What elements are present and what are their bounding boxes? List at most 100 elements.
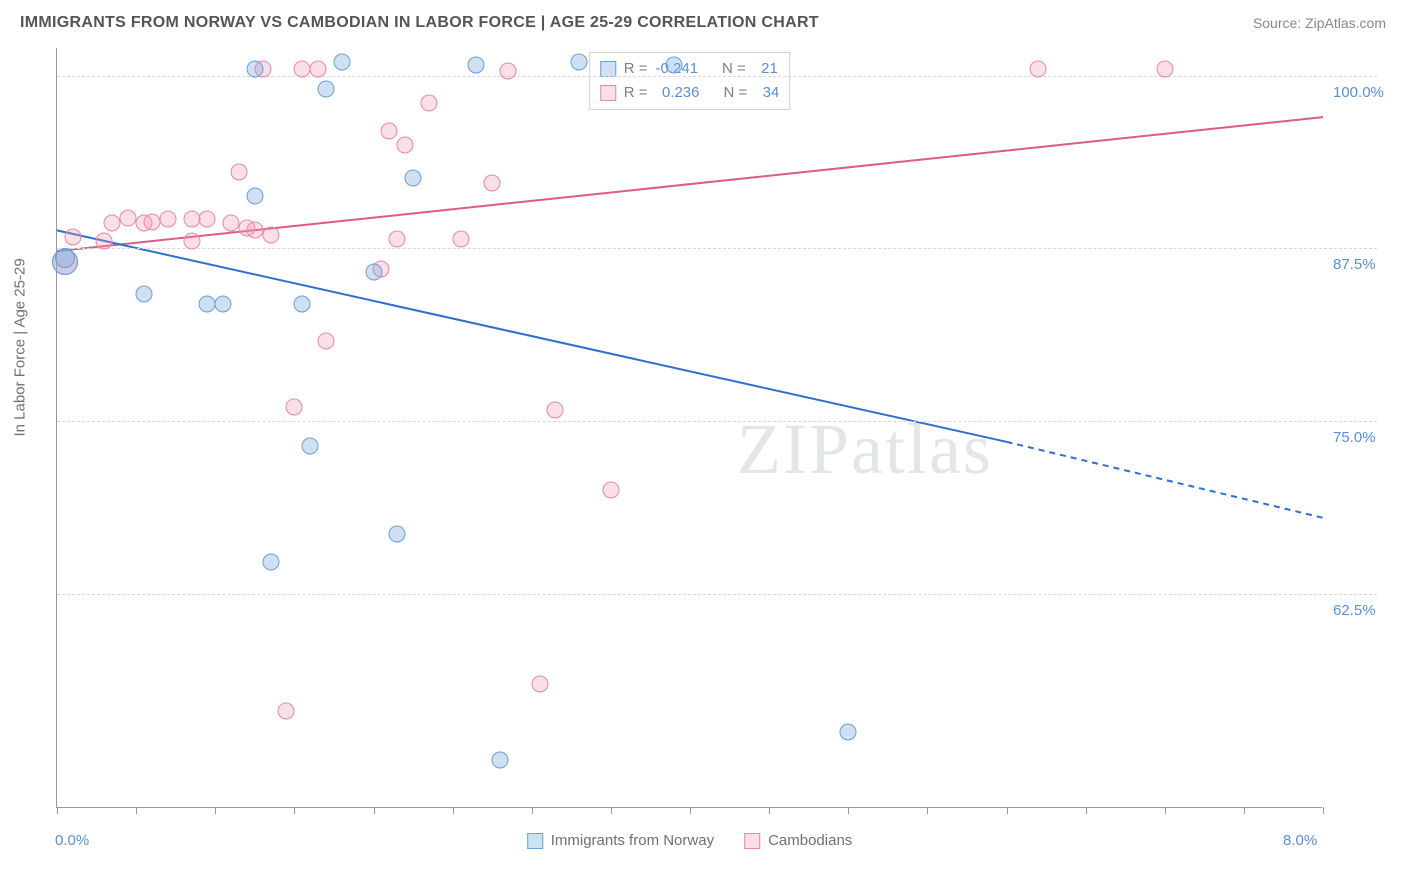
scatter-point: [310, 60, 327, 77]
scatter-point: [246, 187, 263, 204]
gridline: [57, 594, 1377, 595]
scatter-point: [286, 399, 303, 416]
scatter-point: [500, 63, 517, 80]
scatter-point: [262, 554, 279, 571]
scatter-point: [278, 703, 295, 720]
scatter-point: [531, 675, 548, 692]
legend-correlation: R = -0.241 N = 21 R = 0.236 N = 34: [589, 52, 791, 110]
gridline: [57, 421, 1377, 422]
x-tick: [769, 807, 770, 814]
y-tick-label: 62.5%: [1333, 602, 1376, 619]
scatter-point: [365, 263, 382, 280]
scatter-point: [302, 437, 319, 454]
scatter-point: [484, 175, 501, 192]
y-tick-label: 100.0%: [1333, 84, 1384, 101]
legend-row-pink: R = 0.236 N = 34: [600, 81, 780, 105]
scatter-point: [136, 285, 153, 302]
swatch-pink-icon: [600, 85, 616, 101]
x-tick: [374, 807, 375, 814]
scatter-point: [1030, 60, 1047, 77]
x-tick-label: 8.0%: [1283, 832, 1317, 849]
scatter-point: [840, 724, 857, 741]
x-tick: [848, 807, 849, 814]
trendlines-svg: [57, 48, 1323, 808]
swatch-pink-icon: [744, 833, 760, 849]
scatter-point: [159, 211, 176, 228]
swatch-blue-icon: [600, 61, 616, 77]
r-label: R =: [624, 57, 648, 81]
x-tick: [1007, 807, 1008, 814]
scatter-point: [318, 81, 335, 98]
x-tick: [1244, 807, 1245, 814]
scatter-point: [397, 136, 414, 153]
y-tick-label: 87.5%: [1333, 256, 1376, 273]
scatter-point: [294, 60, 311, 77]
scatter-point: [318, 332, 335, 349]
scatter-point: [333, 53, 350, 70]
legend-label-pink: Cambodians: [768, 832, 852, 849]
r-label: R =: [624, 81, 648, 105]
gridline: [57, 248, 1377, 249]
x-tick: [927, 807, 928, 814]
x-tick: [294, 807, 295, 814]
chart-header: IMMIGRANTS FROM NORWAY VS CAMBODIAN IN L…: [0, 0, 1406, 40]
n-value-pink: 34: [755, 81, 779, 105]
x-tick: [1086, 807, 1087, 814]
scatter-point: [452, 230, 469, 247]
scatter-point: [405, 169, 422, 186]
swatch-blue-icon: [527, 833, 543, 849]
x-tick: [136, 807, 137, 814]
scatter-point: [246, 222, 263, 239]
scatter-point: [294, 295, 311, 312]
scatter-point: [602, 482, 619, 499]
scatter-point: [571, 53, 588, 70]
scatter-point: [199, 211, 216, 228]
plot-area: ZIPatlas R = -0.241 N = 21 R = 0.236 N =…: [56, 48, 1322, 808]
legend-item-blue: Immigrants from Norway: [527, 832, 714, 849]
scatter-point: [55, 248, 75, 268]
y-tick-label: 75.0%: [1333, 429, 1376, 446]
scatter-point: [381, 122, 398, 139]
chart-title: IMMIGRANTS FROM NORWAY VS CAMBODIAN IN L…: [20, 14, 819, 32]
scatter-point: [246, 60, 263, 77]
y-axis-title: In Labor Force | Age 25-29: [12, 258, 29, 436]
n-value-blue: 21: [754, 57, 778, 81]
scatter-point: [492, 751, 509, 768]
scatter-point: [1156, 60, 1173, 77]
x-tick-label: 0.0%: [55, 832, 89, 849]
chart-container: In Labor Force | Age 25-29 ZIPatlas R = …: [56, 48, 1386, 824]
scatter-point: [183, 211, 200, 228]
scatter-point: [666, 56, 683, 73]
scatter-point: [199, 295, 216, 312]
scatter-point: [120, 209, 137, 226]
scatter-point: [547, 402, 564, 419]
scatter-point: [215, 295, 232, 312]
chart-source: Source: ZipAtlas.com: [1253, 15, 1386, 31]
x-tick: [453, 807, 454, 814]
x-tick: [611, 807, 612, 814]
scatter-point: [230, 164, 247, 181]
n-label: N =: [724, 81, 748, 105]
legend-label-blue: Immigrants from Norway: [551, 832, 714, 849]
scatter-point: [143, 214, 160, 231]
r-value-pink: 0.236: [656, 81, 700, 105]
x-tick: [1323, 807, 1324, 814]
x-tick: [215, 807, 216, 814]
scatter-point: [96, 233, 113, 250]
legend-series: Immigrants from Norway Cambodians: [527, 832, 853, 849]
legend-item-pink: Cambodians: [744, 832, 852, 849]
x-tick: [1165, 807, 1166, 814]
scatter-point: [468, 56, 485, 73]
x-tick: [690, 807, 691, 814]
scatter-point: [183, 233, 200, 250]
scatter-point: [262, 226, 279, 243]
scatter-point: [104, 215, 121, 232]
scatter-point: [223, 215, 240, 232]
x-tick: [57, 807, 58, 814]
x-tick: [532, 807, 533, 814]
scatter-point: [64, 229, 81, 246]
scatter-point: [389, 230, 406, 247]
n-label: N =: [722, 57, 746, 81]
legend-row-blue: R = -0.241 N = 21: [600, 57, 780, 81]
scatter-point: [420, 95, 437, 112]
